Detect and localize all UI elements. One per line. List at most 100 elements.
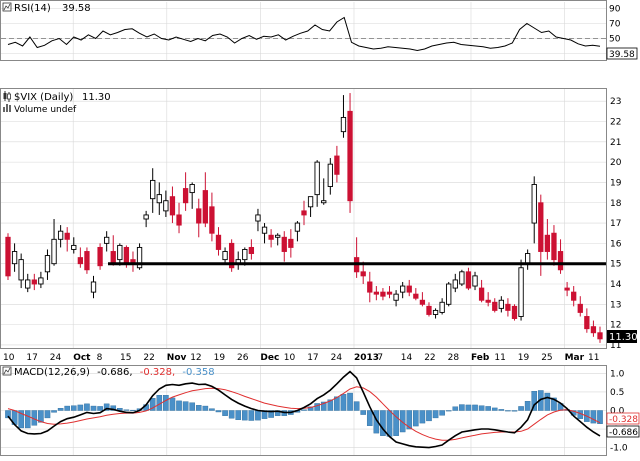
candle-body (597, 332, 603, 340)
candle-body (242, 249, 248, 261)
macd-line (7, 370, 601, 449)
macd-histogram-bar (465, 404, 472, 411)
x-tick-label: 17 (26, 353, 37, 363)
candle-body (18, 259, 24, 281)
macd-histogram-bar (77, 404, 84, 411)
price-tick-label: 22 (610, 118, 621, 128)
candle-body (77, 257, 84, 265)
candle-body (176, 214, 182, 226)
candle-body (472, 275, 478, 287)
rsi-last-value: 39.58 (609, 50, 635, 60)
macd-histogram-bar (222, 410, 228, 416)
macd-legend: MACD(12,26,9) -0.686, -0.328, -0.358 (2, 366, 215, 378)
price-tick-label: 18 (610, 199, 622, 209)
rsi-tick-label: 50 (609, 35, 621, 45)
candle-body (557, 251, 564, 271)
macd-histogram-bar (320, 401, 327, 411)
x-tick-label: 22 (143, 353, 154, 363)
x-tick-label: 25 (541, 353, 552, 363)
macd-histogram-bar (597, 410, 603, 424)
macd-histogram-value: -0.358 (182, 367, 214, 378)
candle-body (104, 236, 110, 244)
macd-histogram-bar (64, 405, 70, 411)
macd-histogram-bar (544, 392, 551, 411)
macd-histogram-bar (334, 396, 340, 411)
macd-histogram-bar (518, 406, 524, 411)
macd-histogram-bar (426, 410, 432, 422)
candle-body (268, 234, 274, 240)
rsi-pane (0, 0, 607, 61)
candle-body (439, 301, 445, 313)
price-tick-label: 19 (610, 178, 622, 188)
candle-body (321, 200, 327, 204)
candle-body (57, 230, 64, 240)
candle-body (288, 238, 294, 248)
candle-body (485, 299, 491, 303)
macd-histogram-bar (373, 410, 380, 434)
x-tick-label: 10 (3, 353, 15, 363)
candle-body (584, 316, 590, 330)
macd-histogram-bar (248, 410, 255, 421)
macd-histogram-bar (498, 409, 505, 411)
x-tick-label: Feb (471, 353, 490, 363)
macd-histogram-bar (189, 402, 195, 411)
x-tick-label: 12 (190, 353, 201, 363)
macd-histogram-bar (255, 410, 261, 421)
macd-histogram-bar (505, 410, 511, 412)
symbol-label: $VIX (Daily) (14, 92, 73, 103)
macd-histogram-bar (70, 405, 77, 411)
macd-histogram-bar (347, 392, 353, 411)
macd-histogram-bar (169, 397, 176, 411)
price-tick-label: 23 (610, 97, 621, 107)
candle-body (44, 255, 51, 273)
line-chart-icon (3, 3, 11, 11)
macd-signal-badge: -0.328 (606, 412, 640, 425)
candle-body (38, 277, 44, 285)
rsi-legend: RSI(14) 39.58 (2, 2, 91, 14)
line-chart-icon (3, 367, 11, 375)
macd-histogram-bar (307, 406, 314, 411)
x-tick-label: 11 (494, 353, 505, 363)
candle-body (143, 214, 149, 220)
macd-tick-label: 1.0 (610, 369, 625, 379)
macd-histogram-bar (406, 410, 413, 430)
price-tick-label: 13 (610, 300, 621, 310)
macd-histogram-bar (393, 410, 399, 436)
candle-body (446, 283, 452, 305)
x-tick-label: Mar (565, 353, 585, 363)
price-tick-label: 20 (610, 158, 622, 168)
rsi-value: 39.58 (62, 3, 91, 14)
candle-body (248, 246, 255, 254)
x-tick-label: 24 (331, 353, 343, 363)
candle-body (478, 287, 485, 301)
macd-signal-value: -0.328, (140, 367, 175, 378)
volume-label: Volume undef (14, 105, 77, 115)
candle-body (150, 179, 156, 200)
macd-histogram-bar (491, 407, 498, 411)
macd-histogram-bar (90, 405, 97, 411)
macd-histogram-bar (123, 409, 130, 411)
macd-histogram-bar (590, 410, 597, 424)
rsi-last-badge: 39.58 (606, 47, 638, 60)
candle-body (386, 291, 393, 295)
candle-body (5, 236, 11, 277)
macd-histogram-bar (551, 397, 557, 411)
macd-last: -0.686 (609, 428, 638, 438)
candle-body (163, 200, 169, 212)
candle-body (531, 184, 537, 224)
macd-label: MACD(12,26,9) (14, 367, 90, 378)
macd-histogram-bar (366, 410, 373, 426)
x-tick-label: 8 (97, 353, 103, 363)
candle-body (432, 309, 439, 315)
x-tick-label: 10 (284, 353, 296, 363)
candle-body (294, 222, 301, 232)
macd-histogram-bar (413, 410, 419, 427)
macd-series-group (5, 370, 603, 449)
x-tick-label: 11 (588, 353, 599, 363)
candle-body (136, 246, 143, 269)
macd-histogram-bar (452, 406, 459, 411)
macd-histogram-bar (38, 410, 44, 423)
candle-body (465, 271, 472, 289)
candle-body (393, 293, 399, 301)
